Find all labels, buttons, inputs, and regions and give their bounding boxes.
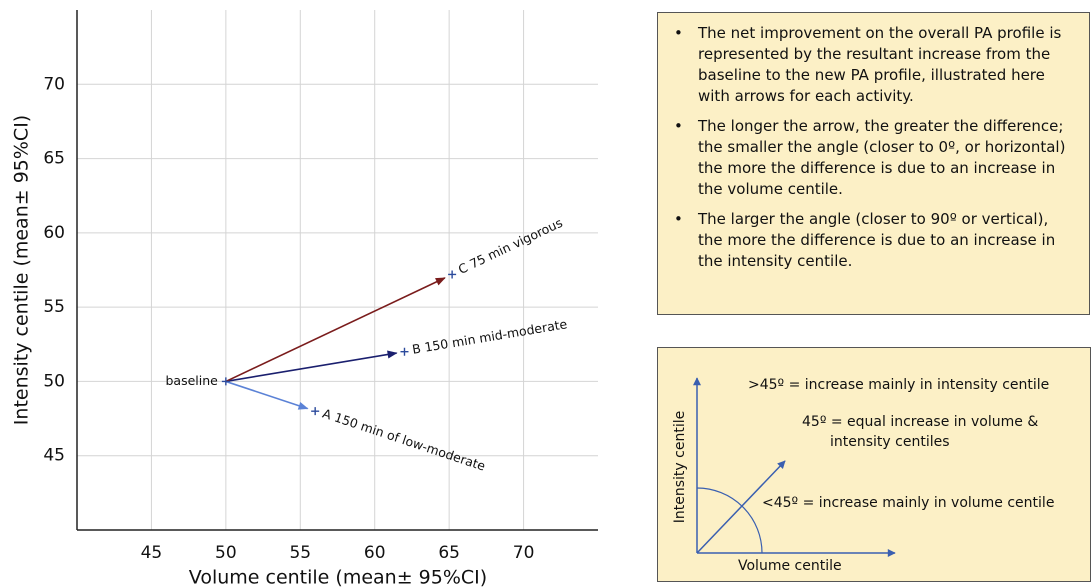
point: [311, 407, 320, 416]
arrow: [225, 350, 398, 383]
point-label: C 75 min vigorous: [456, 215, 565, 277]
x-tick-label: 60: [364, 543, 386, 563]
y-tick-label: 55: [43, 297, 65, 317]
diagram-y-label: Intensity centile: [672, 411, 688, 523]
diagram-arc: [696, 487, 763, 554]
x-tick-label: 45: [141, 543, 163, 563]
arrow: [225, 277, 446, 383]
diagram-equal: 45º = equal increase in volume &: [802, 414, 1038, 430]
diagram-below: <45º = increase mainly in volume centile: [762, 495, 1054, 511]
chart: Volume centile (mean± 95%CI) Intensity c…: [11, 10, 598, 588]
diagram-above: >45º = increase mainly in intensity cent…: [748, 377, 1049, 393]
diagram-equal: intensity centiles: [830, 434, 950, 450]
y-axis-label: Intensity centile (mean± 95%CI): [11, 115, 33, 425]
note: The net improvement on the overall PA pr…: [674, 23, 1075, 107]
x-tick-label: 55: [289, 543, 311, 563]
note: The larger the angle (closer to 90º or v…: [674, 209, 1075, 272]
x-axis-label: Volume centile (mean± 95%CI): [189, 567, 487, 588]
x-tick-label: 70: [513, 543, 535, 563]
point-label: B 150 min mid-moderate: [411, 316, 569, 357]
x-tick-label: 65: [438, 543, 460, 563]
point: [448, 270, 457, 279]
diagram: Intensity centile Volume centile >45º = …: [657, 347, 1091, 582]
point: [221, 377, 230, 386]
diagram-box: [657, 347, 1091, 582]
diagram-diagonal: [696, 460, 786, 554]
notes-box: The net improvement on the overall PA pr…: [657, 12, 1090, 315]
x-tick-label: 50: [215, 543, 237, 563]
y-tick-label: 50: [43, 371, 65, 391]
point-label: baseline: [165, 373, 218, 388]
y-tick-label: 70: [43, 74, 65, 94]
arrow: [225, 380, 309, 410]
point: [400, 347, 409, 356]
y-tick-label: 65: [43, 149, 65, 169]
note: The longer the arrow, the greater the di…: [674, 116, 1075, 200]
y-tick-label: 45: [43, 446, 65, 466]
diagram-x-label: Volume centile: [738, 558, 842, 574]
point-label: A 150 min of low-moderate: [321, 406, 488, 474]
y-tick-label: 60: [43, 223, 65, 243]
